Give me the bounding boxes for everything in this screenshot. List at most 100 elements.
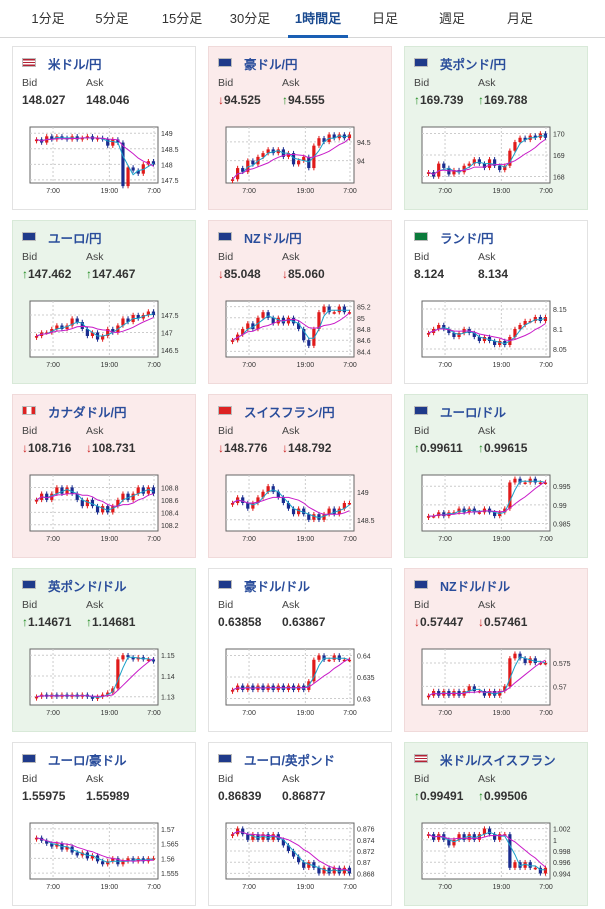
candle xyxy=(55,487,59,494)
tab-4[interactable]: 1時間足 xyxy=(288,0,348,38)
candle xyxy=(146,487,150,494)
rate-card[interactable]: ユーロ/ドル Bid Ask ↑0.99611 ↑0.99615 0.995 0.… xyxy=(404,394,588,558)
candle xyxy=(337,508,341,515)
pair-name[interactable]: ユーロ/豪ドル xyxy=(48,754,127,768)
price-chart[interactable]: 0.995 0.99 0.985 7:00 19:00 7:00 xyxy=(414,469,586,553)
pair-name[interactable]: 米ドル/円 xyxy=(48,58,102,72)
candle xyxy=(121,861,125,865)
price-chart[interactable]: 94.5 94 7:00 19:00 7:00 xyxy=(218,121,390,205)
candle xyxy=(327,306,331,313)
candle xyxy=(322,655,326,660)
candle xyxy=(230,340,235,342)
rate-card[interactable]: 米ドル/円 Bid Ask 148.027 148.046 149 148.5 14… xyxy=(12,46,196,210)
rate-card[interactable]: スイスフラン/円 Bid Ask ↓148.776 ↓148.792 149 14… xyxy=(208,394,392,558)
price-chart[interactable]: 8.15 8.1 8.05 7:00 19:00 7:00 xyxy=(414,295,586,379)
x-tick-label: 7:00 xyxy=(438,710,452,717)
candle xyxy=(543,867,548,874)
candle xyxy=(482,828,487,835)
pair-name[interactable]: ランド/円 xyxy=(440,232,494,246)
pair-name[interactable]: 豪ドル/円 xyxy=(244,58,298,72)
candle xyxy=(528,478,532,483)
x-tick-label: 7:00 xyxy=(46,362,60,369)
x-tick-label: 7:00 xyxy=(147,536,161,543)
pair-name[interactable]: 豪ドル/ドル xyxy=(244,580,310,594)
pair-name[interactable]: スイスフラン/円 xyxy=(244,406,335,420)
rate-card[interactable]: 英ポンド/ドル Bid Ask ↑1.14671 ↑1.14681 1.15 1.… xyxy=(12,568,196,732)
candle xyxy=(426,834,431,836)
tab-1[interactable]: 5分足 xyxy=(95,11,129,26)
rate-card[interactable]: 英ポンド/円 Bid Ask ↑169.739 ↑169.788 170 169 1… xyxy=(404,46,588,210)
pair-name[interactable]: NZドル/円 xyxy=(244,232,302,246)
pair-name[interactable]: 英ポンド/ドル xyxy=(48,580,127,594)
candle xyxy=(508,834,512,868)
tab-3[interactable]: 30分足 xyxy=(229,11,271,26)
candle xyxy=(291,851,296,857)
rate-card[interactable]: ユーロ/英ポンド Bid Ask 0.86839 0.86877 0.876 0.… xyxy=(208,742,392,906)
candle xyxy=(34,499,39,502)
candle xyxy=(116,139,120,143)
candle xyxy=(543,663,548,665)
rate-card[interactable]: NZドル/円 Bid Ask ↓85.048 ↓85.060 85.2 85 84.… xyxy=(208,220,392,384)
pair-name[interactable]: ユーロ/英ポンド xyxy=(244,754,335,768)
us-ch-flag-icon xyxy=(414,754,428,763)
tab-2[interactable]: 15分足 xyxy=(161,11,203,26)
tab-5[interactable]: 日足 xyxy=(371,11,398,26)
plot-area xyxy=(29,822,159,880)
candle xyxy=(75,136,79,140)
candle xyxy=(312,514,316,520)
candle xyxy=(136,315,140,319)
pair-name[interactable]: 英ポンド/円 xyxy=(440,58,506,72)
candle xyxy=(302,862,306,868)
rate-card[interactable]: NZドル/ドル Bid Ask ↓0.57447 ↓0.57461 0.575 0… xyxy=(404,568,588,732)
pair-name[interactable]: 米ドル/スイスフラン xyxy=(440,754,556,768)
candle xyxy=(528,658,532,663)
price-chart[interactable]: 85.2 85 84.8 84.6 84.4 7:00 19:00 7:00 xyxy=(218,295,390,379)
pair-name[interactable]: NZドル/ドル xyxy=(440,580,511,594)
ch-jp-flag-icon xyxy=(218,406,232,415)
candle xyxy=(447,839,451,846)
candle xyxy=(528,862,532,868)
price-chart[interactable]: 0.876 0.874 0.872 0.87 0.868 7:00 19:00 7:00 xyxy=(218,817,390,901)
moving-average-line xyxy=(428,833,546,868)
x-tick-label: 7:00 xyxy=(46,536,60,543)
y-tick-label: 148.5 xyxy=(357,518,375,525)
rate-card[interactable]: ユーロ/円 Bid Ask ↑147.462 ↑147.467 147.5 147… xyxy=(12,220,196,384)
candle xyxy=(261,834,265,840)
price-chart[interactable]: 108.8 108.6 108.4 108.2 7:00 19:00 7:00 xyxy=(22,469,194,553)
price-chart[interactable]: 170 169 168 7:00 19:00 7:00 xyxy=(414,121,586,205)
rate-card[interactable]: ランド/円 Bid Ask 8.124 8.134 8.15 8.1 8.05 7:0… xyxy=(404,220,588,384)
rate-card[interactable]: 米ドル/スイスフラン Bid Ask ↑0.99491 ↑0.99506 1.0… xyxy=(404,742,588,906)
rate-card[interactable]: 豪ドル/ドル Bid Ask 0.63858 0.63867 0.64 0.635… xyxy=(208,568,392,732)
price-chart[interactable]: 0.575 0.57 7:00 19:00 7:00 xyxy=(414,643,586,727)
moving-average-line xyxy=(36,137,154,167)
price-chart[interactable]: 149 148.5 7:00 19:00 7:00 xyxy=(218,469,390,553)
candle xyxy=(101,336,105,340)
candle xyxy=(60,136,64,138)
candle xyxy=(251,503,255,509)
rate-card[interactable]: 豪ドル/円 Bid Ask ↓94.525 ↑94.555 94.5 94 7:00… xyxy=(208,46,392,210)
tab-7[interactable]: 月足 xyxy=(506,11,533,26)
price-chart[interactable]: 1.15 1.14 1.13 7:00 19:00 7:00 xyxy=(22,643,194,727)
price-chart[interactable]: 0.64 0.635 0.63 7:00 19:00 7:00 xyxy=(218,643,390,727)
candle xyxy=(452,333,456,337)
bid-label: Bid xyxy=(414,599,430,611)
pair-name[interactable]: ユーロ/ドル xyxy=(440,406,506,420)
y-tick-label: 1.15 xyxy=(161,653,175,660)
price-chart[interactable]: 1.002 1 0.998 0.996 0.994 7:00 19:00 7:00 xyxy=(414,817,586,901)
price-chart[interactable]: 147.5 147 146.5 7:00 19:00 7:00 xyxy=(22,295,194,379)
moving-average-line xyxy=(232,830,350,873)
price-chart[interactable]: 1.57 1.565 1.56 1.555 7:00 19:00 7:00 xyxy=(22,817,194,901)
plot-area xyxy=(29,126,159,184)
tab-6[interactable]: 週足 xyxy=(438,11,465,26)
pair-name[interactable]: カナダドル/円 xyxy=(48,406,127,420)
rate-card[interactable]: カナダドル/円 Bid Ask ↓108.716 ↓108.731 108.8 1… xyxy=(12,394,196,558)
candle xyxy=(111,329,115,333)
ask-value: 0.86877 xyxy=(282,789,326,803)
candle xyxy=(34,837,39,840)
arrow-down-icon: ↓ xyxy=(22,441,28,455)
price-chart[interactable]: 149 148.5 148 147.5 7:00 19:00 7:00 xyxy=(22,121,194,205)
tab-0[interactable]: 1分足 xyxy=(31,11,65,26)
pair-name[interactable]: ユーロ/円 xyxy=(48,232,102,246)
rate-card[interactable]: ユーロ/豪ドル Bid Ask 1.55975 1.55989 1.57 1.56… xyxy=(12,742,196,906)
